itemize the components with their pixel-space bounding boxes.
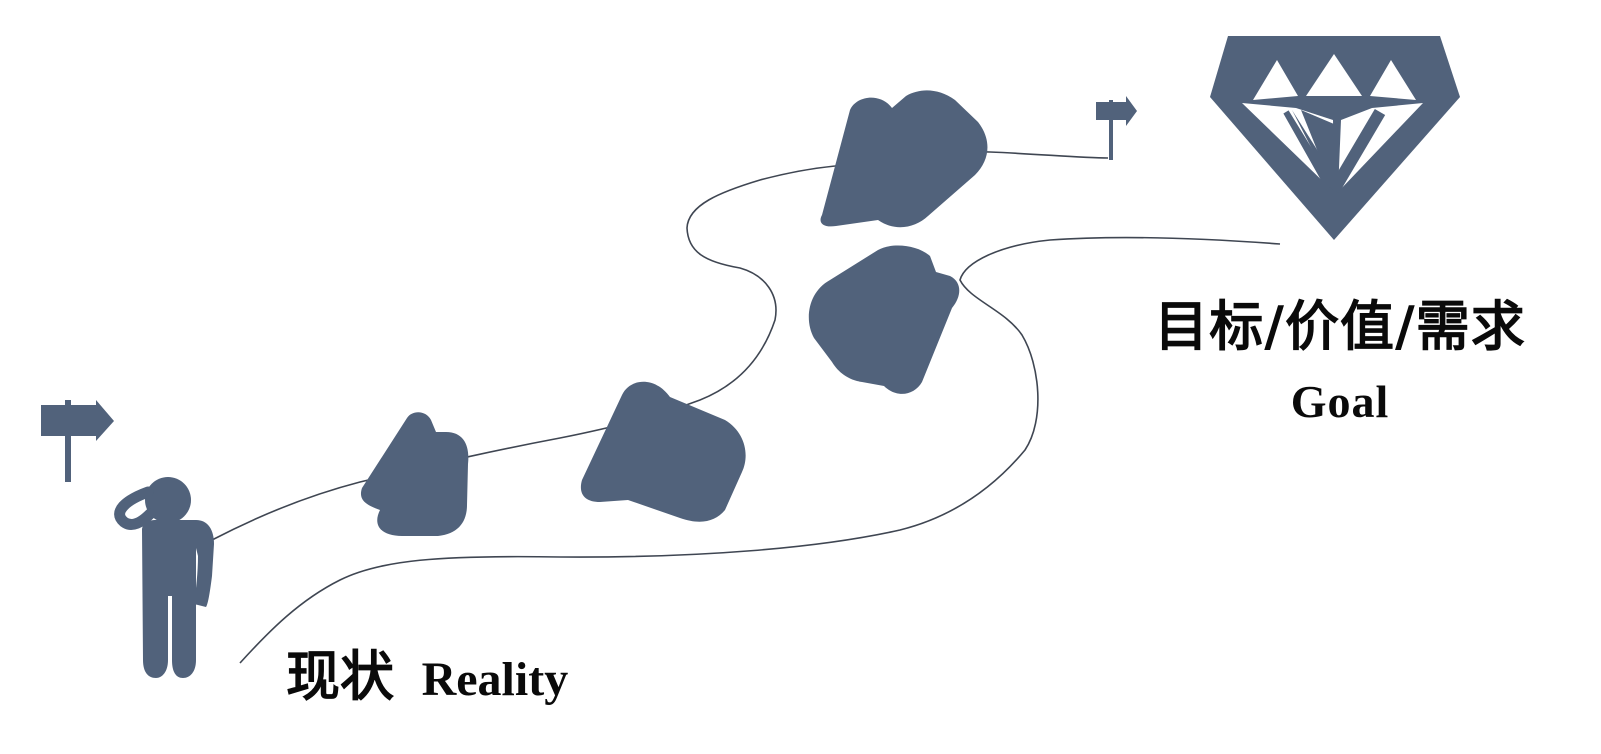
goal-label-zh: 目标/价值/需求 [1154, 294, 1526, 358]
rock-icon [360, 412, 469, 536]
person-icon [114, 477, 214, 678]
reality-label-zh: 现状 [286, 644, 394, 708]
rock-icon [820, 90, 988, 228]
reality-label: 现状 Reality [286, 640, 568, 716]
goal-label-en: Goal [1290, 376, 1390, 427]
signpost-icon [41, 400, 114, 482]
diamond-icon [1210, 36, 1460, 240]
rock-icon [580, 381, 746, 522]
signpost-icon [1096, 96, 1137, 160]
rock-icon [808, 245, 960, 394]
reality-label-en: Reality [421, 653, 569, 706]
road-lower-edge [239, 236, 1281, 664]
goal-label: 目标/价值/需求 Goal [1140, 288, 1540, 432]
